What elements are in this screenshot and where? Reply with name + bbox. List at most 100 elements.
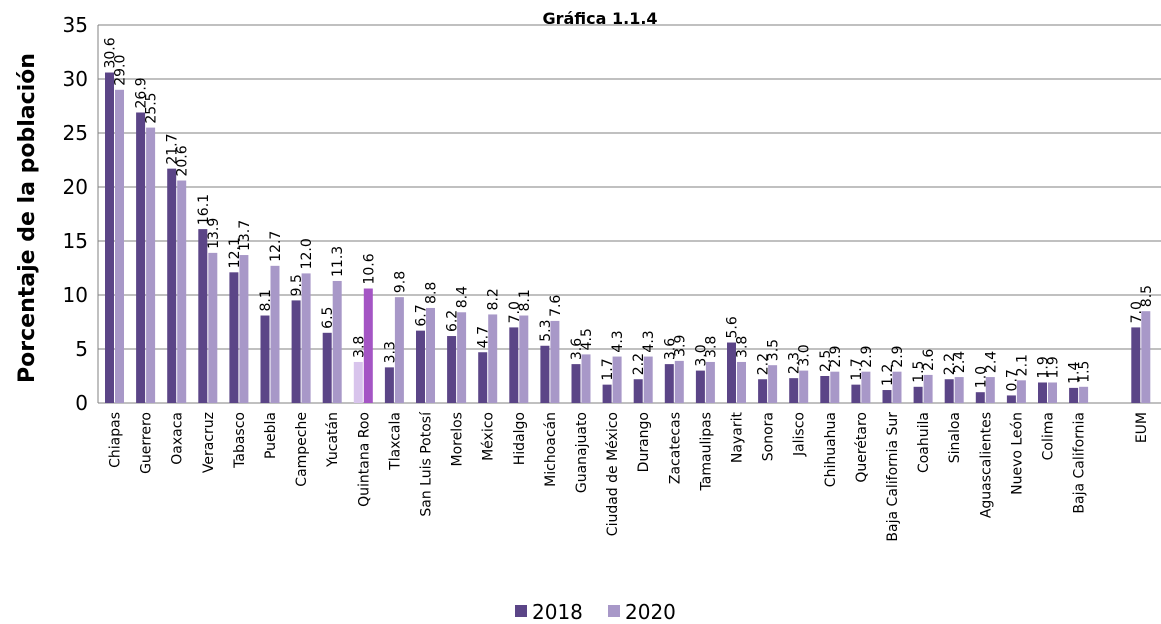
bar-veracruz-2020 [208,252,218,403]
bar-guanajuato-2020 [581,354,591,403]
bar-eum-2018 [1131,327,1141,403]
data-label-sinaloa-2020: 2.4 [952,351,968,373]
bar-baja-california-sur-2018 [882,390,892,403]
data-label-morelos-2018: 6.2 [445,310,461,332]
data-label-quintana-roo-2020: 10.6 [361,253,377,284]
data-label-eum-2020: 8.5 [1139,285,1155,307]
y-tick-label: 20 [63,175,88,199]
data-label-sonora-2020: 3.5 [766,339,782,361]
bar-chiapas-2018 [105,72,114,404]
data-label-quintana-roo-2018: 3.8 [351,336,367,358]
legend-label-2020: 2020 [625,600,676,624]
bar-baja-california-sur-2020 [892,371,902,403]
bar-sinaloa-2020 [954,377,964,403]
data-label-queretaro-2020: 2.9 [859,345,875,367]
data-label-michoacan-2018: 5.3 [538,319,554,341]
gridlines [97,24,1161,404]
x-tick-tamaulipas: Tamaulipas [698,412,714,491]
x-tick-mexico: México [481,412,497,461]
bar-ciudad-de-mexico-2020 [612,356,622,403]
data-label-baja-california-sur-2020: 2.9 [890,345,906,367]
bar-aguascalientes-2018 [975,392,985,403]
data-label-jalisco-2018: 2.3 [787,352,803,374]
data-label-tlaxcala-2018: 3.3 [382,341,398,363]
data-label-zacatecas-2018: 3.6 [662,338,678,360]
bar-hidalgo-2018 [509,327,519,403]
y-tick-label: 25 [63,121,88,145]
data-labels: 30.629.0 26.925.5 21.720.6 16.113.9 12.113.7… [103,37,1155,391]
data-label-yucatan-2020: 11.3 [330,246,346,277]
legend-swatch-2018 [515,605,527,617]
bar-eum-2020 [1141,311,1151,403]
x-tick-oaxaca: Oaxaca [170,412,186,465]
bar-puebla-2018 [260,315,270,403]
x-axis-ticks: Chiapas Guerrero Oaxaca Veracruz Tabasco Pueb… [108,411,1150,542]
data-label-nuevo-leon-2020: 2.1 [1014,354,1030,376]
x-tick-michoacan: Michoacán [543,412,559,487]
data-label-chiapas-2018: 30.6 [103,37,119,68]
data-label-tabasco-2018: 12.1 [227,237,243,268]
data-label-nayarit-2020: 3.8 [735,336,751,358]
bar-sinaloa-2018 [944,379,954,403]
data-label-san-luis-potosi-2020: 8.8 [424,282,440,304]
data-label-tabasco-2020: 13.7 [237,220,253,251]
bar-veracruz-2018 [198,229,208,403]
bar-tamaulipas-2018 [695,370,705,403]
data-label-eum-2018: 7.0 [1129,301,1145,323]
data-label-guerrero-2020: 25.5 [144,92,160,123]
data-label-jalisco-2020: 3.0 [797,344,813,366]
data-label-guanajuato-2018: 3.6 [569,338,585,360]
data-label-puebla-2020: 12.7 [268,231,284,262]
data-label-campeche-2020: 12.0 [299,238,315,269]
bar-mexico-2020 [488,314,498,403]
data-label-guanajuato-2020: 4.5 [579,328,595,350]
bar-coahuila-2018 [913,386,923,403]
bar-baja-california-2018 [1069,387,1079,403]
x-tick-tlaxcala: Tlaxcala [387,412,403,471]
bar-yucatan-2020 [332,280,342,403]
data-label-aguascalientes-2018: 1.0 [973,366,989,388]
data-label-colima-2018: 1.9 [1036,356,1052,378]
bar-durango-2020 [643,356,653,403]
data-label-hidalgo-2018: 7.0 [507,301,523,323]
bar-quintana-roo-2020 [363,288,373,403]
bar-queretaro-2018 [851,384,861,403]
y-tick-label: 10 [63,283,88,307]
bar-jalisco-2018 [789,378,799,403]
bar-coahuila-2020 [923,374,933,403]
data-label-michoacan-2020: 7.6 [548,295,564,317]
bar-nayarit-2018 [727,342,736,403]
data-label-baja-california-sur-2018: 1.2 [880,364,896,386]
bar-tabasco-2020 [239,255,249,403]
x-tick-guerrero: Guerrero [139,412,155,474]
data-label-nuevo-leon-2018: 0.7 [1004,369,1020,391]
data-label-guerrero-2018: 26.9 [134,77,150,108]
data-label-veracruz-2020: 13.9 [206,218,222,249]
bar-baja-california-2020 [1079,386,1089,403]
x-tick-chiapas: Chiapas [108,412,124,468]
x-tick-aguascalientes: Aguascalientes [978,412,994,518]
legend-swatch-2020 [608,605,620,617]
bar-colima-2018 [1038,382,1047,403]
x-tick-guanajuato: Guanajuato [574,412,590,493]
bar-sonora-2018 [758,379,768,403]
bar-puebla-2020 [270,265,280,403]
y-axis-label: Porcentaje de la población [15,53,40,383]
x-tick-queretaro: Querétaro [854,412,870,483]
bar-yucatan-2018 [322,332,332,403]
data-label-aguascalientes-2020: 2.4 [983,351,999,373]
bar-nuevo-leon-2018 [1006,395,1016,403]
bars [105,72,1151,404]
bar-michoacan-2018 [540,345,550,403]
bar-guerrero-2018 [136,112,146,403]
bar-queretaro-2020 [861,371,871,403]
bar-sonora-2020 [768,365,778,403]
bar-oaxaca-2018 [167,168,177,403]
x-tick-jalisco: Jalisco [792,412,808,457]
x-tick-ciudad-de-mexico: Ciudad de México [605,412,621,536]
y-tick-label: 35 [63,13,88,37]
bar-jalisco-2020 [799,370,809,403]
data-label-coahuila-2020: 2.6 [921,349,937,371]
x-tick-colima: Colima [1041,412,1057,460]
data-label-queretaro-2018: 1.7 [849,358,865,380]
